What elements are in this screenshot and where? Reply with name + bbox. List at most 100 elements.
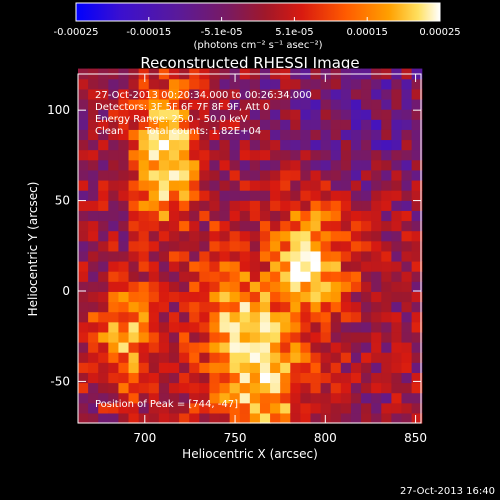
heatmap-cell <box>270 281 281 292</box>
heatmap-cell <box>158 352 170 363</box>
heatmap-cell <box>148 281 160 292</box>
heatmap-cell <box>128 159 140 171</box>
heatmap-cell <box>391 139 403 151</box>
heatmap-cell <box>138 190 150 201</box>
heatmap-cell <box>78 271 89 282</box>
heatmap-cell <box>98 129 109 141</box>
heatmap-cell <box>361 129 372 141</box>
heatmap-cell <box>98 98 109 110</box>
heatmap-cell <box>290 311 302 323</box>
heatmap-cell <box>249 230 261 242</box>
heatmap-cell <box>280 331 291 343</box>
heatmap-cell <box>259 179 271 191</box>
heatmap-cell <box>350 311 362 323</box>
heatmap-cell <box>259 402 271 414</box>
heatmap-cell <box>320 88 332 100</box>
heatmap-cell <box>371 291 382 303</box>
heatmap-cell <box>219 129 231 141</box>
heatmap-cell <box>128 88 140 100</box>
heatmap-cell <box>209 210 221 222</box>
heatmap-cell <box>371 220 382 232</box>
heatmap-cell <box>219 159 231 171</box>
heatmap-cell <box>300 260 312 272</box>
heatmap-cell <box>78 301 89 313</box>
heatmap-cell <box>98 311 109 323</box>
heatmap-cell <box>280 109 291 120</box>
heatmap-cell <box>128 139 140 151</box>
heatmap-cell <box>371 362 382 373</box>
heatmap-cell <box>179 250 190 262</box>
heatmap-cell <box>320 240 332 252</box>
heatmap-cell <box>209 220 221 232</box>
heatmap-cell <box>300 159 312 171</box>
x-tick-label: 800 <box>314 431 337 445</box>
heatmap-cell <box>350 271 362 282</box>
heatmap-cell <box>239 119 251 130</box>
heatmap-cell <box>300 352 312 363</box>
heatmap-cell <box>179 281 190 292</box>
heatmap-cell <box>391 260 403 272</box>
heatmap-cell <box>148 382 160 394</box>
heatmap-cell <box>249 210 261 222</box>
heatmap-cell <box>411 250 423 262</box>
heatmap-cell <box>401 352 413 363</box>
heatmap-cell <box>88 200 99 211</box>
heatmap-cell <box>290 159 302 171</box>
heatmap-cell <box>128 119 140 130</box>
heatmap-cell <box>229 119 241 130</box>
heatmap-cell <box>128 271 140 282</box>
heatmap-cell <box>118 230 130 242</box>
heatmap-cell <box>310 250 322 262</box>
heatmap-cell <box>179 109 190 120</box>
heatmap-cell <box>330 220 342 232</box>
heatmap-cell <box>290 402 302 414</box>
heatmap-cell <box>340 352 352 363</box>
heatmap-cell <box>280 260 291 272</box>
heatmap-cell <box>361 230 372 242</box>
heatmap-cell <box>270 200 281 211</box>
heatmap-cell <box>199 149 211 161</box>
heatmap-cell <box>199 331 211 343</box>
heatmap-cell <box>78 129 89 141</box>
heatmap-cell <box>148 88 160 100</box>
heatmap-cell <box>270 190 281 201</box>
heatmap-cell <box>270 88 281 100</box>
heatmap-cell <box>148 392 160 404</box>
heatmap-cell <box>209 78 221 90</box>
heatmap-cell <box>300 78 312 90</box>
heatmap-cell <box>361 200 372 211</box>
heatmap-cell <box>401 321 413 333</box>
heatmap-cell <box>401 88 413 100</box>
heatmap-cell <box>138 169 150 181</box>
heatmap-cell <box>219 392 231 404</box>
heatmap-cell <box>320 321 332 333</box>
heatmap-cell <box>179 139 190 151</box>
heatmap-cell <box>381 169 392 181</box>
heatmap-cell <box>330 78 342 90</box>
heatmap-cell <box>168 352 180 363</box>
heatmap-cell <box>168 109 180 120</box>
heatmap-cell <box>249 372 261 384</box>
heatmap-cell <box>249 169 261 181</box>
y-tick-label: 0 <box>62 284 70 298</box>
heatmap-cell <box>189 412 200 424</box>
heatmap-cell <box>371 98 382 110</box>
heatmap-cell <box>350 169 362 181</box>
heatmap-cell <box>361 372 372 384</box>
heatmap-cell <box>320 271 332 282</box>
heatmap-cell <box>239 271 251 282</box>
heatmap-cell <box>239 88 251 100</box>
x-axis-label: Heliocentric X (arcsec) <box>182 447 318 461</box>
heatmap-cell <box>249 301 261 313</box>
heatmap-cell <box>189 321 200 333</box>
heatmap-cell <box>78 169 89 181</box>
heatmap-cell <box>270 139 281 151</box>
heatmap-cell <box>249 98 261 110</box>
heatmap-cell <box>209 362 221 373</box>
heatmap-cell <box>128 220 140 232</box>
heatmap-cell <box>401 159 413 171</box>
heatmap-cell <box>168 331 180 343</box>
plot-frame <box>77 73 422 424</box>
annotation-method: Clean <box>95 126 123 137</box>
heatmap-cell <box>310 372 322 384</box>
